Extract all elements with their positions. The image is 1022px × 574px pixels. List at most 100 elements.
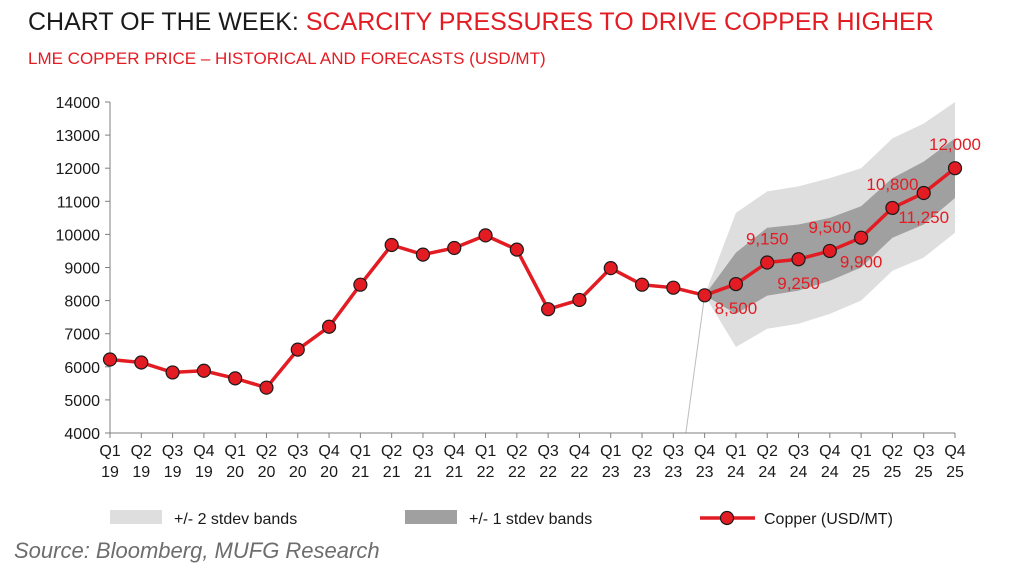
y-tick-label: 7000 — [64, 327, 100, 344]
legend: +/- 2 stdev bands +/- 1 stdev bands Copper… — [110, 510, 893, 528]
x-tick-label-quarter: Q1 — [725, 443, 746, 460]
y-tick-label: 12000 — [56, 161, 101, 178]
copper-point — [572, 292, 587, 308]
stdev-bands — [704, 102, 955, 347]
copper-point — [509, 242, 524, 257]
data-labels: 8,500 9,150 9,250 9,500 9,900 10,800 11,250 12,… — [715, 135, 981, 318]
legend-swatch-marker — [719, 510, 735, 526]
x-tick-label-quarter: Q4 — [444, 443, 465, 460]
copper-point — [321, 319, 337, 334]
copper-point — [885, 200, 900, 216]
legend-label: +/- 2 stdev bands — [174, 511, 297, 528]
x-tick-label-year: 20 — [320, 464, 338, 481]
x-tick-label-quarter: Q4 — [694, 443, 715, 460]
x-tick-label-year: 20 — [289, 464, 307, 481]
copper-point — [165, 365, 180, 380]
copper-point — [134, 355, 149, 370]
y-tick-label: 10000 — [56, 227, 101, 244]
title-accent: SCARCITY PRESSURES TO DRIVE COPPER HIGHE… — [305, 8, 934, 36]
x-tick-label-quarter: Q3 — [412, 443, 433, 460]
x-tick-label-quarter: Q4 — [944, 443, 965, 460]
x-tick-label-quarter: Q3 — [913, 443, 934, 460]
x-tick-label-year: 25 — [852, 464, 870, 481]
x-tick-label-year: 22 — [571, 464, 589, 481]
axes: 4000 5000 6000 7000 8000 9000 10000 11000 12000 1… — [56, 95, 966, 481]
data-label: 10,800 — [866, 175, 918, 194]
copper-point — [353, 277, 368, 292]
copper-series — [102, 161, 963, 395]
x-tick-label-year: 24 — [821, 464, 839, 481]
copper-point — [447, 240, 462, 256]
x-tick-label-quarter: Q1 — [99, 443, 120, 460]
copper-point — [822, 243, 837, 259]
x-tick-label-quarter: Q1 — [475, 443, 496, 460]
copper-point — [290, 342, 305, 357]
x-tick-label-quarter: Q2 — [381, 443, 402, 460]
x-tick-label-year: 19 — [101, 464, 119, 481]
x-tick-label-year: 21 — [383, 464, 401, 481]
copper-point — [854, 230, 869, 245]
legend-swatch-stdev2 — [110, 510, 162, 524]
copper-point — [728, 276, 744, 292]
data-label: 8,500 — [715, 299, 758, 318]
y-tick-label: 8000 — [64, 294, 100, 311]
y-tick-label: 11000 — [57, 194, 100, 211]
x-tick-label-quarter: Q2 — [757, 443, 778, 460]
legend-swatch-stdev1 — [405, 510, 457, 524]
chart-subtitle: LME COPPER PRICE – HISTORICAL AND FORECA… — [28, 49, 546, 68]
x-tick-label-year: 23 — [696, 464, 714, 481]
x-tick-label-quarter: Q4 — [569, 443, 590, 460]
data-label: 11,250 — [898, 208, 949, 227]
copper-point — [603, 261, 618, 276]
x-tick-label-year: 24 — [790, 464, 808, 481]
legend-label: +/- 1 stdev bands — [469, 511, 592, 528]
x-tick-label-quarter: Q1 — [600, 443, 621, 460]
x-tick-label-quarter: Q4 — [819, 443, 840, 460]
copper-point — [384, 237, 399, 253]
x-tick-label-year: 19 — [164, 464, 182, 481]
data-label: 9,900 — [840, 253, 883, 272]
title-prefix: CHART OF THE WEEK: — [28, 8, 306, 36]
copper-point — [102, 352, 118, 367]
source-note: Source: Bloomberg, MUFG Research — [14, 538, 380, 563]
x-tick-label-quarter: Q4 — [193, 443, 214, 460]
x-tick-label-year: 21 — [445, 464, 463, 481]
x-tick-label-year: 23 — [633, 464, 651, 481]
x-tick-label-quarter: Q3 — [788, 443, 809, 460]
copper-point — [760, 255, 775, 270]
copper-point — [916, 185, 931, 201]
y-tick-label: 6000 — [64, 360, 100, 377]
y-tick-label: 4000 — [64, 426, 100, 443]
x-tick-label-quarter: Q1 — [225, 443, 246, 460]
legend-label: Copper (USD/MT) — [764, 511, 893, 528]
y-tick-label: 13000 — [56, 128, 101, 145]
copper-point — [259, 380, 274, 395]
forecast-divider-line — [685, 295, 706, 434]
data-label: 12,000 — [929, 135, 981, 154]
x-tick-label-quarter: Q3 — [663, 443, 684, 460]
x-tick-label-year: 21 — [414, 464, 432, 481]
copper-point — [228, 371, 243, 386]
x-tick-label-quarter: Q2 — [256, 443, 277, 460]
x-tick-label-year: 23 — [664, 464, 682, 481]
x-tick-label-quarter: Q3 — [287, 443, 308, 460]
x-tick-label-year: 25 — [946, 464, 964, 481]
copper-line — [109, 166, 957, 390]
copper-point — [947, 161, 963, 176]
x-tick-label-year: 25 — [915, 464, 933, 481]
x-tick-label-quarter: Q4 — [318, 443, 339, 460]
x-tick-label-year: 25 — [884, 464, 902, 481]
x-tick-label-quarter: Q3 — [162, 443, 183, 460]
x-tick-label-quarter: Q3 — [537, 443, 558, 460]
x-tick-label-year: 24 — [727, 464, 745, 481]
copper-point — [541, 302, 556, 317]
x-tick-label-quarter: Q2 — [882, 443, 903, 460]
copper-point — [634, 277, 650, 292]
x-tick-label-quarter: Q1 — [350, 443, 371, 460]
y-tick-label: 9000 — [64, 261, 100, 278]
copper-point — [666, 280, 681, 295]
data-label: 9,150 — [746, 230, 789, 249]
x-tick-label-year: 20 — [226, 464, 244, 481]
stdev1-band — [704, 138, 955, 314]
